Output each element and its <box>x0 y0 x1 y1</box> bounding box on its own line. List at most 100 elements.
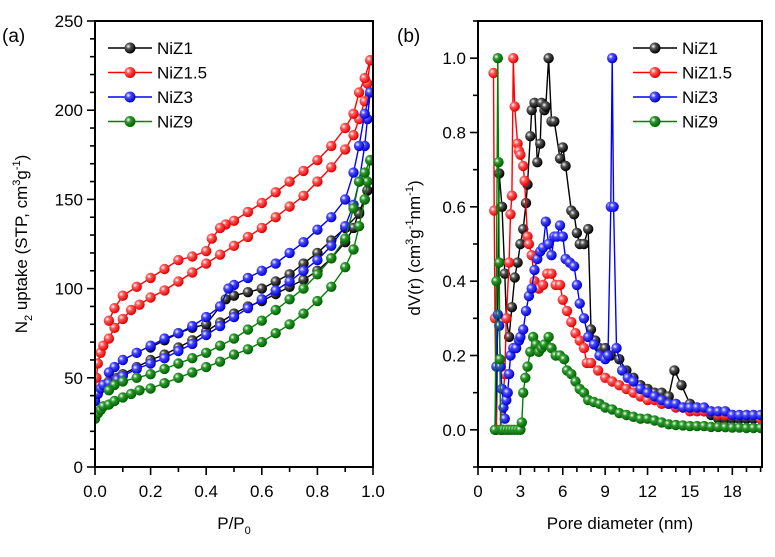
data-point <box>298 265 309 276</box>
data-point <box>103 367 115 378</box>
data-point <box>326 253 337 264</box>
series-niz1 <box>491 53 762 435</box>
data-point <box>503 257 515 268</box>
y-axis-title-sup-neg1-a: -1 <box>404 219 416 229</box>
data-point <box>519 175 530 186</box>
data-point <box>242 324 254 335</box>
data-point <box>173 254 184 266</box>
panel-b: (b) 0 3 6 9 12 15 180.00.20.40.60.81.0 NiZ1NiZ… <box>397 20 763 533</box>
legend-item-niz9: NiZ9 <box>633 113 718 132</box>
data-point <box>546 250 557 261</box>
legend-item-niz9: NiZ9 <box>108 113 193 132</box>
data-point <box>557 231 568 242</box>
data-point <box>592 365 604 376</box>
data-point <box>256 197 267 209</box>
data-point <box>583 331 594 343</box>
y-axis-title-close: ) <box>12 155 31 161</box>
data-point <box>362 176 373 187</box>
data-point <box>525 346 536 357</box>
x-tick-label: 18 <box>723 482 742 501</box>
data-point <box>515 238 526 250</box>
data-point <box>755 422 762 434</box>
data-point <box>173 358 184 369</box>
data-point <box>145 383 156 394</box>
data-point <box>242 303 254 314</box>
data-point <box>270 258 281 269</box>
data-point <box>520 372 531 383</box>
data-point <box>95 372 102 383</box>
data-point <box>256 283 267 294</box>
data-point <box>529 264 540 276</box>
data-point <box>506 302 518 313</box>
data-point <box>228 349 240 360</box>
data-point <box>187 267 198 278</box>
data-point <box>312 254 323 266</box>
data-point <box>578 238 590 250</box>
legend-marker <box>649 42 661 54</box>
data-point <box>201 329 212 341</box>
data-point <box>270 328 281 339</box>
data-point <box>326 281 337 292</box>
data-point <box>546 268 557 279</box>
data-point <box>535 138 546 149</box>
data-point <box>145 358 156 369</box>
series-line-desorption <box>108 92 371 373</box>
data-point <box>359 108 370 120</box>
data-point <box>340 122 351 134</box>
data-point <box>554 279 566 291</box>
data-point <box>492 309 503 320</box>
data-point <box>173 276 184 287</box>
data-point <box>326 140 337 152</box>
data-point <box>755 409 762 421</box>
data-point <box>568 261 580 272</box>
data-point <box>312 224 323 235</box>
y-axis-title-mid: uptake (STP, cm <box>12 186 31 315</box>
series-niz9 <box>489 53 762 435</box>
data-point <box>583 223 594 235</box>
data-point <box>159 263 170 275</box>
y-tick-label: 50 <box>64 369 83 388</box>
data-point <box>549 116 560 127</box>
x-tick-label: 0.6 <box>250 482 274 501</box>
data-point <box>520 305 532 317</box>
x-tick-label: 9 <box>600 482 609 501</box>
panel-b-y-axis-title: dV(r) (cm3g-1nm-1) <box>404 180 424 315</box>
data-point <box>522 361 533 372</box>
data-point <box>298 258 309 269</box>
data-point <box>201 347 212 358</box>
data-point <box>611 342 622 354</box>
x-axis-title-main: P/P <box>217 514 244 533</box>
data-point <box>109 303 120 314</box>
data-point <box>365 155 373 166</box>
data-point <box>214 340 226 351</box>
data-point <box>103 385 115 396</box>
data-point <box>340 262 351 273</box>
data-point <box>95 358 103 369</box>
data-point <box>669 365 680 376</box>
x-tick-label: 0 <box>473 482 482 501</box>
data-point <box>348 108 359 120</box>
legend-label: NiZ3 <box>157 88 193 107</box>
panel-a-series-layer <box>95 55 373 424</box>
data-point <box>125 304 137 316</box>
data-point <box>505 209 516 220</box>
data-point <box>284 201 295 212</box>
panel-a-label: (a) <box>2 26 25 47</box>
panel-a-y-axis-title: N2 uptake (STP, cm3g-1) <box>11 155 35 334</box>
x-tick-label: 0.4 <box>194 482 218 501</box>
panel-b-series-layer <box>488 53 762 435</box>
data-point <box>103 333 115 344</box>
x-tick-label: 0.0 <box>83 482 107 501</box>
data-point <box>359 72 370 84</box>
y-axis-title-sup3: 3 <box>11 180 23 186</box>
data-point <box>365 87 373 98</box>
data-point <box>256 336 267 348</box>
data-point <box>365 55 373 66</box>
y-axis-title-g: g <box>405 229 424 238</box>
data-point <box>348 167 359 178</box>
legend-label: NiZ1 <box>682 39 718 58</box>
data-point <box>554 220 566 231</box>
data-point <box>270 285 281 296</box>
data-point <box>117 376 128 387</box>
